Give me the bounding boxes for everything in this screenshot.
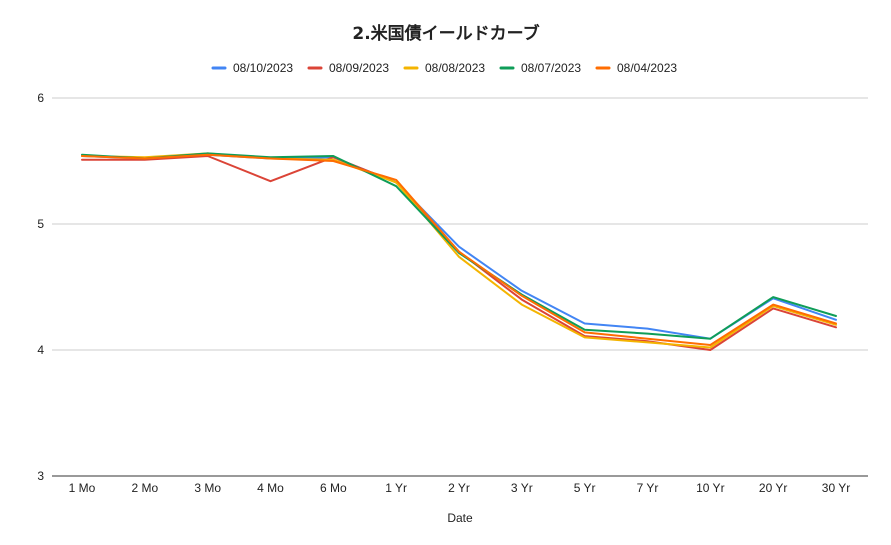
legend-label: 08/07/2023 — [521, 61, 581, 75]
x-axis-title: Date — [447, 511, 473, 525]
x-tick-label: 6 Mo — [320, 481, 347, 495]
series-line-08-07-2023[interactable] — [81, 152, 837, 340]
x-tick-label: 3 Mo — [194, 481, 221, 495]
legend-label: 08/08/2023 — [425, 61, 485, 75]
x-tick-label: 7 Yr — [637, 481, 659, 495]
chart-title: 2.米国債イールドカーブ — [352, 23, 539, 44]
x-tick-label: 5 Yr — [574, 481, 596, 495]
series-line-08-10-2023[interactable] — [81, 153, 837, 340]
y-tick-label: 6 — [37, 91, 44, 105]
legend[interactable]: 08/10/2023 08/09/2023 08/08/2023 08/07/2023… — [211, 61, 677, 75]
y-axis-ticks: 3 4 5 6 — [37, 91, 44, 483]
y-tick-label: 3 — [37, 469, 44, 483]
x-tick-label: 20 Yr — [759, 481, 787, 495]
legend-item[interactable]: 08/04/2023 — [595, 61, 677, 75]
x-tick-label: 10 Yr — [696, 481, 724, 495]
y-tick-label: 5 — [37, 217, 44, 231]
x-tick-label: 2 Yr — [448, 481, 470, 495]
x-tick-label: 2 Mo — [131, 481, 158, 495]
y-tick-label: 4 — [37, 343, 44, 357]
legend-item[interactable]: 08/10/2023 — [211, 61, 293, 75]
legend-item[interactable]: 08/08/2023 — [403, 61, 485, 75]
x-axis-ticks: 1 Mo 2 Mo 3 Mo 4 Mo 6 Mo 1 Yr 2 Yr 3 Yr 5 Yr 7 Yr… — [69, 481, 851, 495]
x-tick-label: 3 Yr — [511, 481, 533, 495]
y-gridlines — [52, 97, 868, 477]
series-line-08-04-2023[interactable] — [81, 153, 837, 346]
legend-label: 08/04/2023 — [617, 61, 677, 75]
legend-label: 08/10/2023 — [233, 61, 293, 75]
x-tick-label: 1 Yr — [385, 481, 407, 495]
legend-item[interactable]: 08/09/2023 — [307, 61, 389, 75]
x-tick-label: 30 Yr — [822, 481, 850, 495]
x-tick-label: 1 Mo — [69, 481, 96, 495]
legend-label: 08/09/2023 — [329, 61, 389, 75]
x-tick-label: 4 Mo — [257, 481, 284, 495]
legend-item[interactable]: 08/07/2023 — [499, 61, 581, 75]
series-lines[interactable] — [81, 152, 837, 351]
